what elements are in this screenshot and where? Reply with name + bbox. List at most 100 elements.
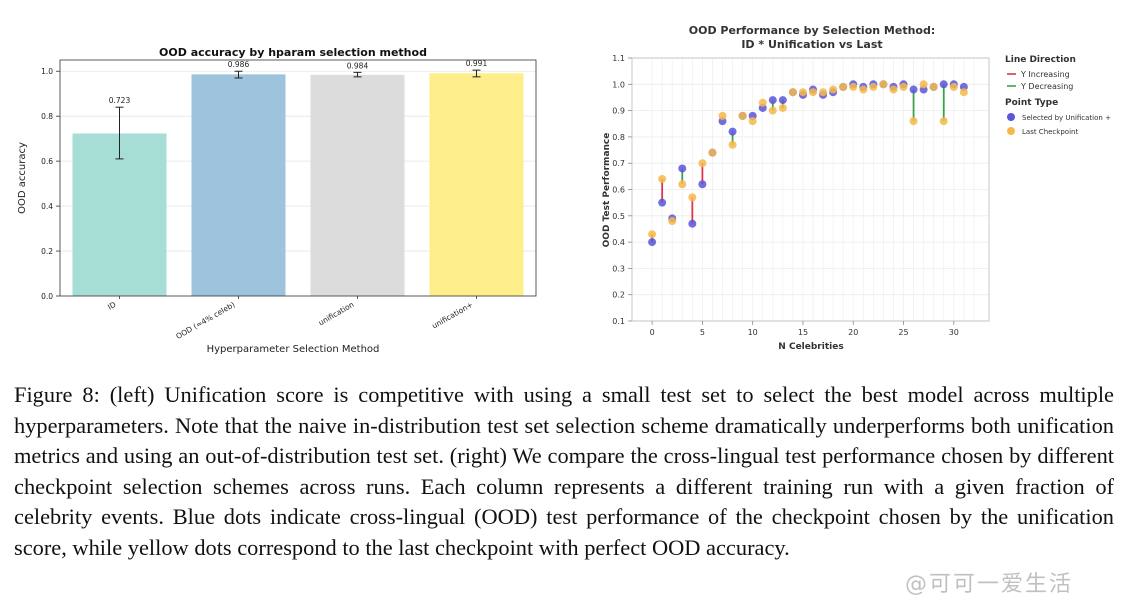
bar — [191, 74, 286, 296]
left-y-axis-label: OOD accuracy — [17, 142, 28, 214]
legend-last-checkpoint-label: Last Checkpoint — [1022, 128, 1078, 136]
right-points — [648, 80, 968, 247]
point-last-checkpoint — [658, 174, 667, 183]
point-last-checkpoint — [889, 85, 898, 94]
point-last-checkpoint — [859, 85, 868, 94]
point-unification — [778, 96, 787, 105]
right-y-tick-label: 0.7 — [612, 159, 625, 168]
left-x-tick-label: unification — [317, 300, 356, 328]
right-x-tick-label: 20 — [848, 328, 858, 337]
point-last-checkpoint — [718, 111, 727, 120]
figure-caption: Figure 8: (left) Unification score is co… — [14, 382, 1114, 560]
point-unification — [648, 238, 657, 247]
point-unification — [698, 180, 707, 189]
left-y-tick-label: 0.4 — [41, 202, 53, 211]
left-y-tick-label: 0.8 — [41, 112, 53, 121]
bar — [310, 74, 405, 296]
point-last-checkpoint — [939, 117, 948, 126]
point-last-checkpoint — [708, 148, 717, 157]
point-unification — [768, 96, 777, 105]
right-x-tick-label: 10 — [748, 328, 758, 337]
point-last-checkpoint — [929, 82, 938, 91]
right-y-tick-label: 0.1 — [612, 317, 625, 326]
watermark: @可可一爱生活 — [905, 572, 1074, 597]
point-unification — [658, 198, 667, 207]
point-last-checkpoint — [909, 117, 918, 126]
left-bars: 0.723 0.986 0.984 0.991 — [72, 59, 524, 296]
right-y-tick-label: 0.6 — [612, 186, 625, 195]
right-x-tick-label: 25 — [898, 328, 908, 337]
point-last-checkpoint — [899, 82, 908, 91]
right-x-tick-label: 15 — [798, 328, 808, 337]
right-y-tick-label: 1.1 — [612, 54, 625, 63]
right-y-tick-label: 0.2 — [612, 291, 625, 300]
right-y-axis-label: OOD Test Performance — [602, 133, 612, 248]
left-x-ticks: ID OOD (≈4% celeb) unification unification+ — [106, 296, 477, 341]
bar-value-label: 0.723 — [109, 96, 131, 105]
point-unification — [688, 219, 697, 228]
right-y-tick-label: 0.8 — [612, 133, 625, 142]
left-y-tick-label: 1.0 — [41, 67, 53, 76]
right-scatter-chart: OOD Performance by Selection Method: ID … — [602, 24, 1111, 352]
point-last-checkpoint — [728, 140, 737, 149]
left-y-ticks: 0.0 0.2 0.4 0.6 0.8 1.0 — [41, 67, 60, 301]
right-chart-title-line2: ID * Unification vs Last — [741, 38, 882, 51]
bar — [72, 133, 167, 296]
point-last-checkpoint — [869, 82, 878, 91]
legend-line-title: Line Direction — [1005, 55, 1076, 65]
point-last-checkpoint — [698, 159, 707, 168]
point-last-checkpoint — [738, 111, 747, 120]
legend-unification-label: Selected by Unification + — [1022, 114, 1111, 122]
right-x-tick-label: 5 — [700, 328, 705, 337]
right-y-tick-label: 1.0 — [612, 80, 625, 89]
right-y-tick-label: 0.3 — [612, 264, 625, 273]
left-chart-title: OOD accuracy by hparam selection method — [159, 46, 427, 59]
left-x-axis-label: Hyperparameter Selection Method — [207, 344, 380, 355]
point-last-checkpoint — [959, 88, 968, 97]
point-last-checkpoint — [849, 82, 858, 91]
point-last-checkpoint — [668, 217, 677, 226]
legend-decreasing-label: Y Decreasing — [1020, 82, 1073, 91]
left-bar-chart: OOD accuracy by hparam selection method … — [17, 46, 537, 355]
point-last-checkpoint — [839, 82, 848, 91]
left-x-tick-label: OOD (≈4% celeb) — [174, 300, 236, 341]
right-y-tick-label: 0.5 — [612, 212, 625, 221]
point-last-checkpoint — [788, 88, 797, 97]
legend-point-title: Point Type — [1005, 98, 1058, 108]
right-x-tick-label: 30 — [949, 328, 959, 337]
right-x-tick-label: 0 — [650, 328, 655, 337]
right-y-tick-label: 0.4 — [612, 238, 625, 247]
left-y-tick-label: 0.2 — [41, 247, 53, 256]
legend-unification-swatch — [1007, 113, 1015, 121]
bar — [429, 73, 524, 296]
point-last-checkpoint — [688, 193, 697, 202]
point-last-checkpoint — [809, 88, 818, 97]
point-last-checkpoint — [798, 88, 807, 97]
left-x-tick-label: unification+ — [430, 300, 474, 331]
bar-value-label: 0.991 — [466, 59, 488, 68]
bar-value-label: 0.984 — [347, 61, 369, 70]
right-x-ticks: 0 5 10 15 20 25 30 — [650, 321, 959, 337]
point-last-checkpoint — [919, 80, 928, 89]
point-unification — [728, 127, 737, 136]
point-last-checkpoint — [748, 117, 757, 126]
left-y-tick-label: 0.0 — [41, 292, 53, 301]
point-last-checkpoint — [949, 82, 958, 91]
point-last-checkpoint — [758, 98, 767, 107]
point-last-checkpoint — [829, 85, 838, 94]
left-x-tick-label: ID — [106, 300, 118, 312]
right-grid — [632, 57, 989, 322]
right-x-axis-label: N Celebrities — [778, 342, 843, 352]
point-last-checkpoint — [768, 106, 777, 115]
point-last-checkpoint — [879, 80, 888, 89]
point-last-checkpoint — [819, 88, 828, 97]
point-last-checkpoint — [648, 230, 657, 239]
right-y-ticks: 0.1 0.2 0.3 0.4 0.5 0.6 0.7 0.8 0.9 1.0 1.1 — [612, 54, 632, 326]
left-y-tick-label: 0.6 — [41, 157, 53, 166]
point-unification — [939, 80, 948, 89]
right-legend: Line Direction Y Increasing Y Decreasing… — [1005, 55, 1111, 136]
legend-increasing-label: Y Increasing — [1020, 70, 1070, 79]
left-plot-frame — [59, 59, 537, 297]
right-y-tick-label: 0.9 — [612, 107, 625, 116]
legend-last-checkpoint-swatch — [1007, 127, 1015, 135]
